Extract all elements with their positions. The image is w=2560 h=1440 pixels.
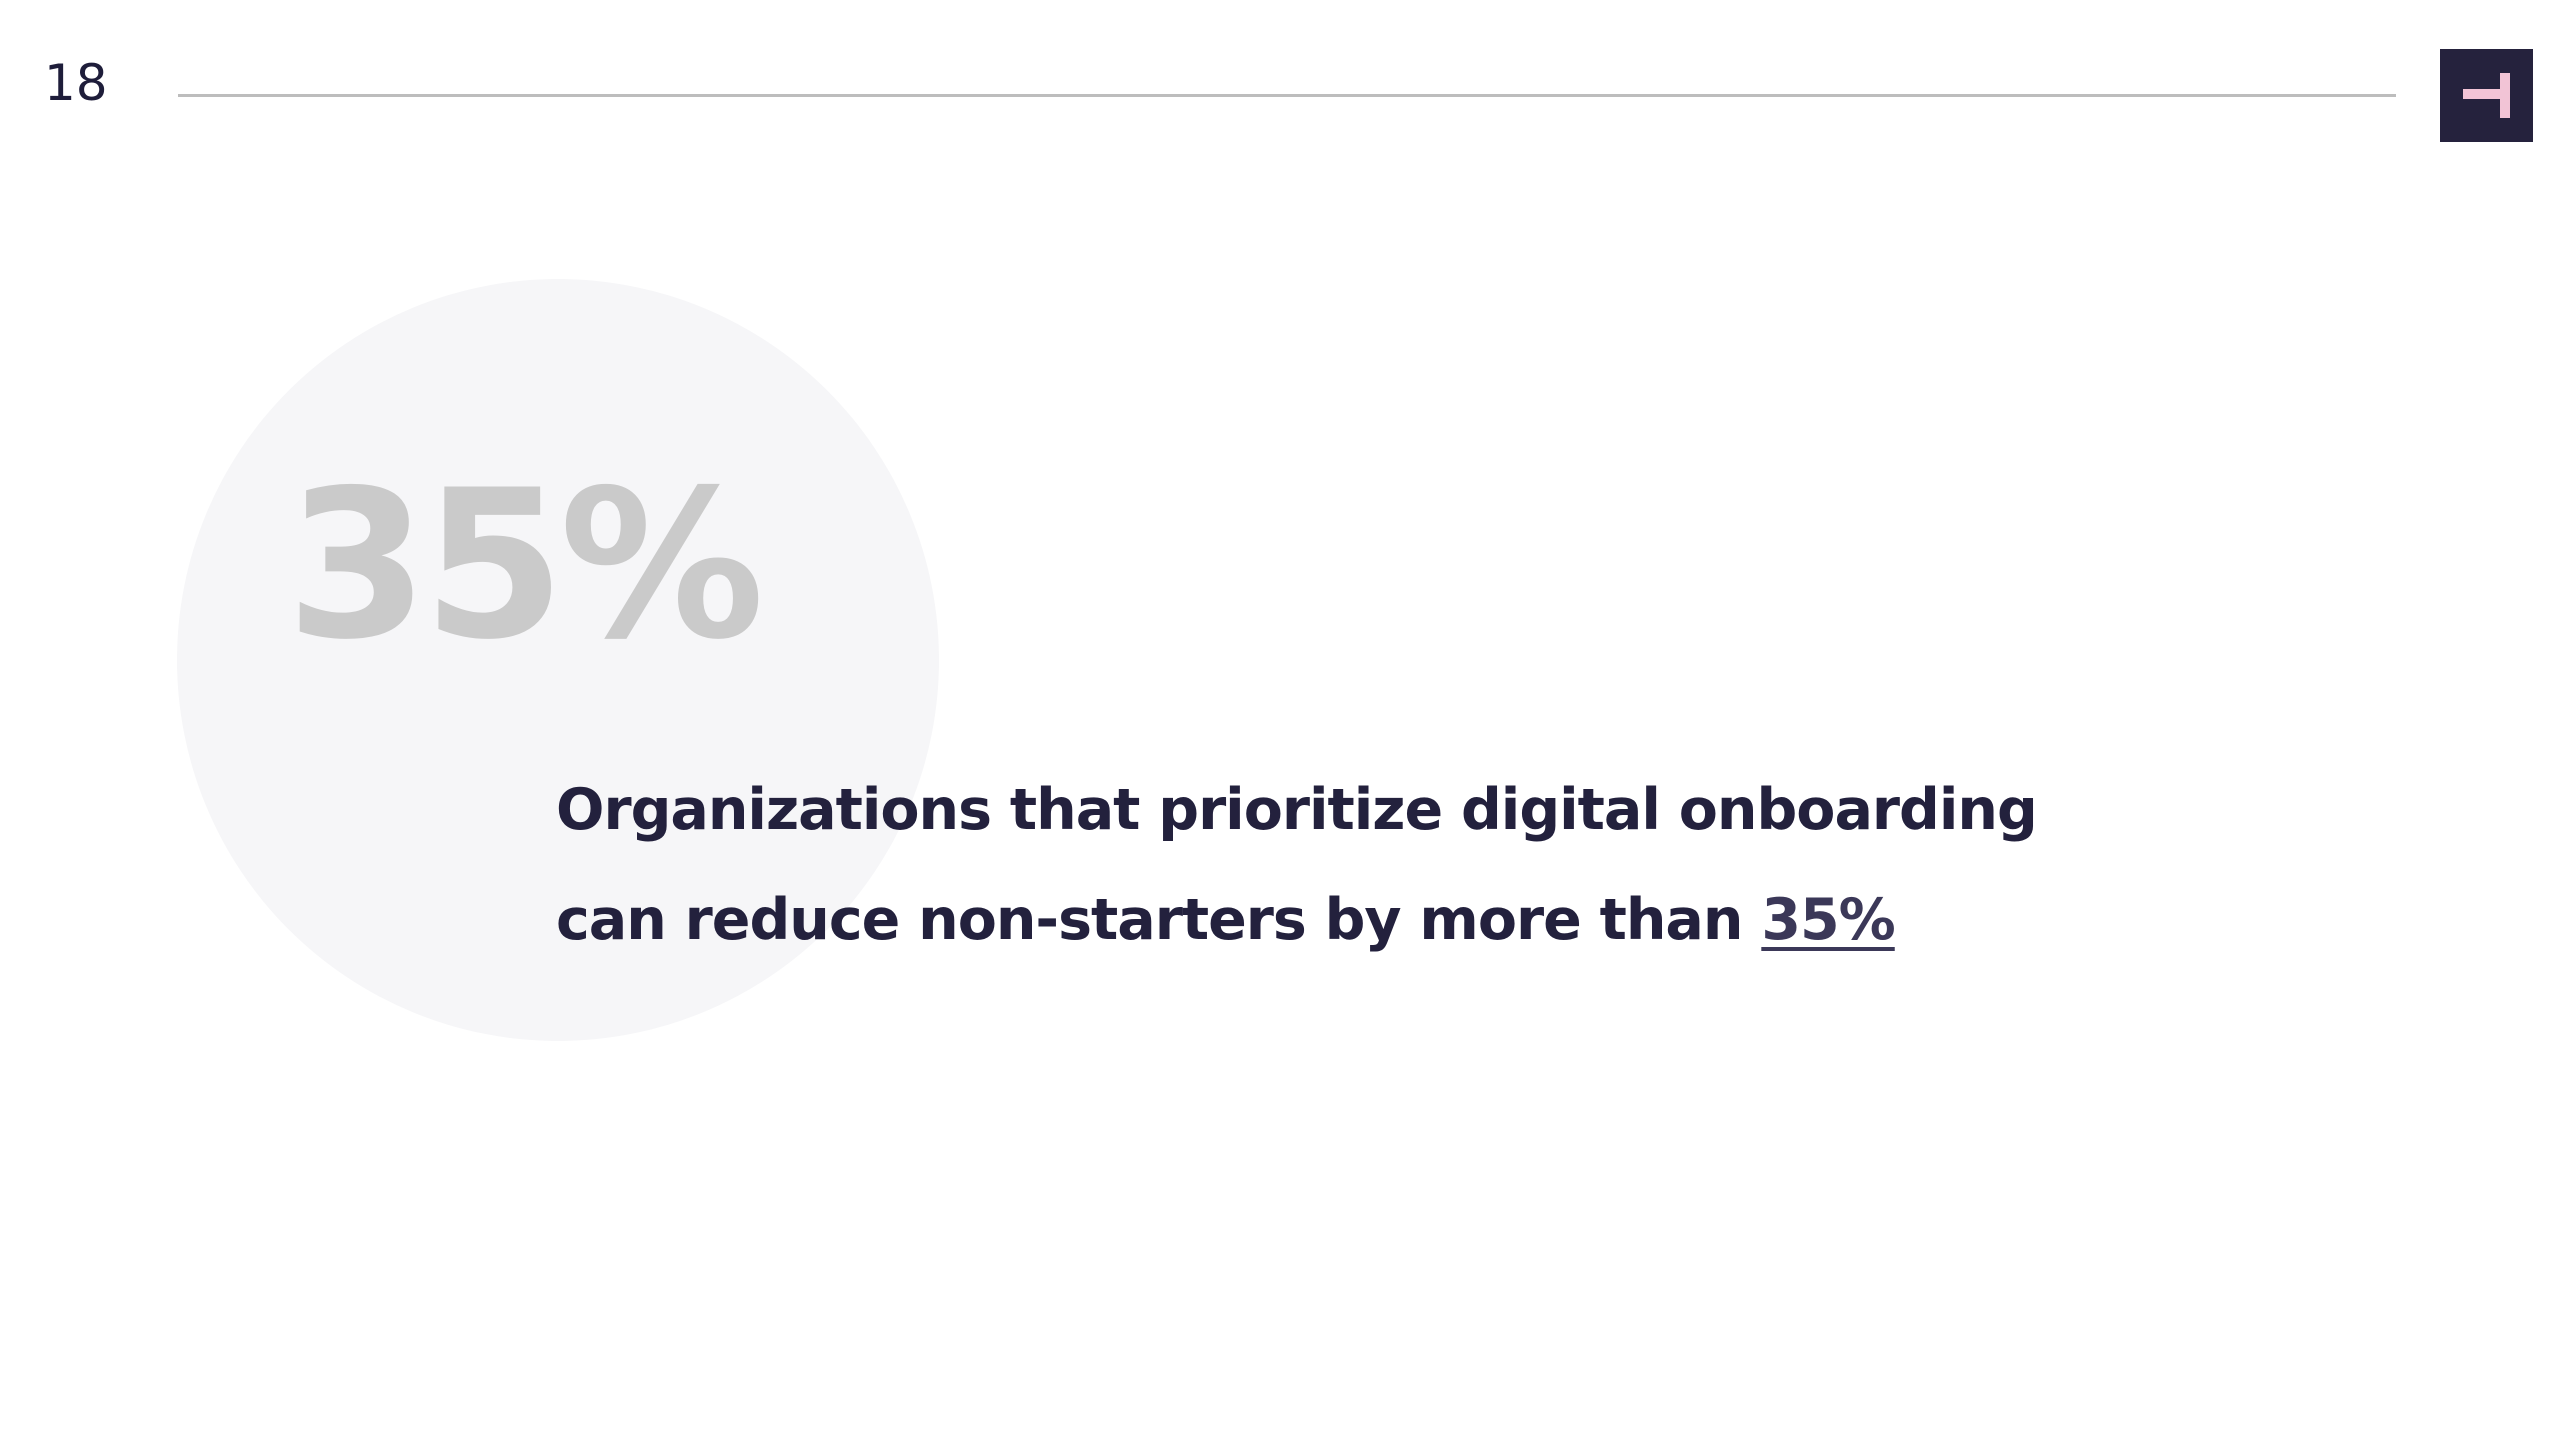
page-number: 18 [44, 54, 108, 112]
statement-line-1: Organizations that prioritize digital on… [556, 777, 2038, 843]
stat-highlight-link[interactable]: 35% [1761, 887, 1895, 953]
background-circle [177, 279, 939, 1041]
stat-watermark: 35% [286, 447, 765, 685]
statement-line-2-text: can reduce non-starters by more than [556, 887, 1762, 953]
brand-logo [2440, 49, 2533, 142]
brand-logo-icon [2463, 73, 2510, 118]
header-divider [178, 94, 2396, 97]
statement-line-2: can reduce non-starters by more than 35% [556, 865, 2206, 975]
key-statement: Organizations that prioritize digital on… [556, 755, 2206, 975]
